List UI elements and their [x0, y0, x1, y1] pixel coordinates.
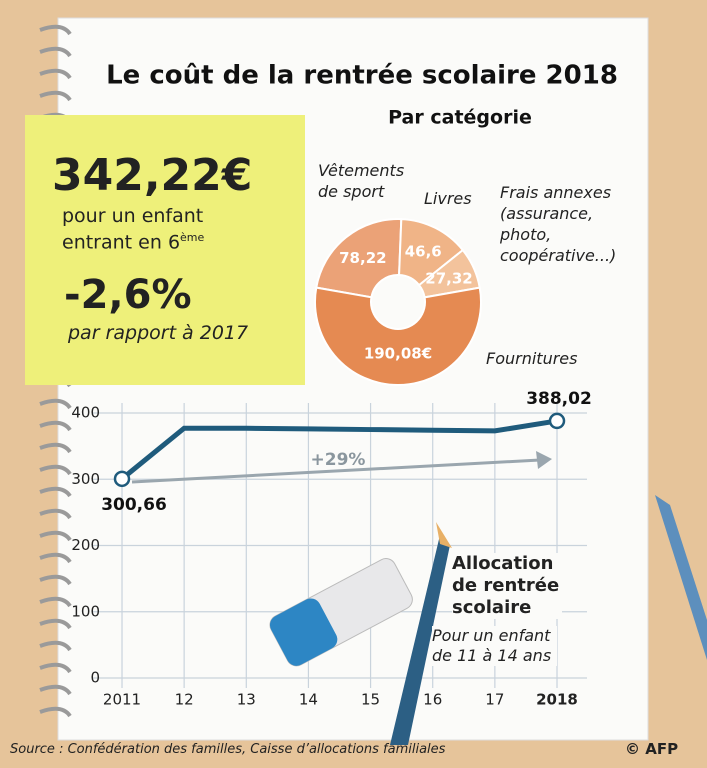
- y-tick-label: 300: [71, 470, 100, 488]
- amount-text: pour un enfant entrant en 6ème: [62, 205, 262, 254]
- ring: [39, 24, 72, 36]
- ring: [39, 486, 72, 498]
- value-label: 78,22: [339, 249, 386, 267]
- trend-arrow-head: [536, 451, 552, 469]
- pie-slice: [314, 286, 482, 386]
- ring: [39, 464, 72, 476]
- value-label: 300,66: [101, 495, 167, 515]
- x-tick-label: 2018: [536, 691, 578, 709]
- sticky-note: [25, 115, 305, 385]
- ring: [39, 46, 72, 58]
- line: [120, 418, 558, 481]
- x-tick-label: 13: [237, 691, 256, 709]
- pie-title: Par catégorie: [388, 107, 532, 129]
- ring: [39, 706, 72, 718]
- eraser: [269, 558, 413, 667]
- pencil: [655, 495, 707, 660]
- pencil: [390, 535, 450, 745]
- y-tick-label: 100: [71, 602, 100, 620]
- credit: © AFP: [625, 740, 679, 758]
- y-tick-label: 0: [90, 669, 100, 687]
- series-name: Allocation de rentrée scolaire: [452, 553, 562, 619]
- y-tick-label: 400: [71, 404, 100, 422]
- source: Source : Confédération des familles, Cai…: [10, 742, 446, 757]
- value-label: 388,02: [526, 389, 592, 409]
- x-tick-label: 17: [485, 691, 504, 709]
- ring: [39, 640, 72, 652]
- x-tick-label: 2011: [103, 691, 141, 709]
- ring: [39, 90, 72, 102]
- ring: [39, 684, 72, 696]
- category-label: Fournitures: [486, 349, 578, 368]
- ring: [39, 420, 72, 432]
- category-label: Vêtements de sport: [318, 161, 405, 201]
- pencil-tip: [436, 522, 452, 548]
- value-label: 46,6: [405, 243, 442, 261]
- point: [548, 412, 566, 430]
- ring: [39, 662, 72, 674]
- x-tick-label: 14: [299, 691, 318, 709]
- ring: [39, 508, 72, 520]
- amount-text: pour un enfant entrant en 6: [62, 205, 204, 254]
- trend-arrow: [131, 458, 541, 484]
- value-label: 27,32: [425, 269, 472, 287]
- x-tick-label: 12: [175, 691, 194, 709]
- ring: [39, 552, 72, 564]
- x-tick-label: 16: [423, 691, 442, 709]
- ring: [39, 596, 72, 608]
- ring: [39, 530, 72, 542]
- y-tick-label: 200: [71, 536, 100, 554]
- change-text: par rapport à 2017: [68, 322, 249, 344]
- pie-slice: [315, 218, 403, 299]
- ring: [39, 68, 72, 80]
- category-label: Frais annexes (assurance, photo, coopéra…: [500, 183, 617, 265]
- category-label: Livres: [424, 189, 472, 208]
- value-label: 190,08€: [364, 345, 432, 363]
- amount: 342,22€: [52, 150, 253, 201]
- x-tick-label: 15: [361, 691, 380, 709]
- ring: [39, 398, 72, 410]
- title: Le coût de la rentrée scolaire 2018: [106, 61, 618, 91]
- ring: [39, 618, 72, 630]
- annotation: +29%: [311, 450, 366, 470]
- decoration: [269, 495, 707, 745]
- ring: [39, 574, 72, 586]
- ring: [39, 442, 72, 454]
- change: -2,6%: [64, 272, 192, 318]
- point: [113, 470, 131, 488]
- chart-subtitle: Pour un enfant de 11 à 14 ans: [432, 626, 557, 666]
- amount-sup: ème: [180, 231, 205, 244]
